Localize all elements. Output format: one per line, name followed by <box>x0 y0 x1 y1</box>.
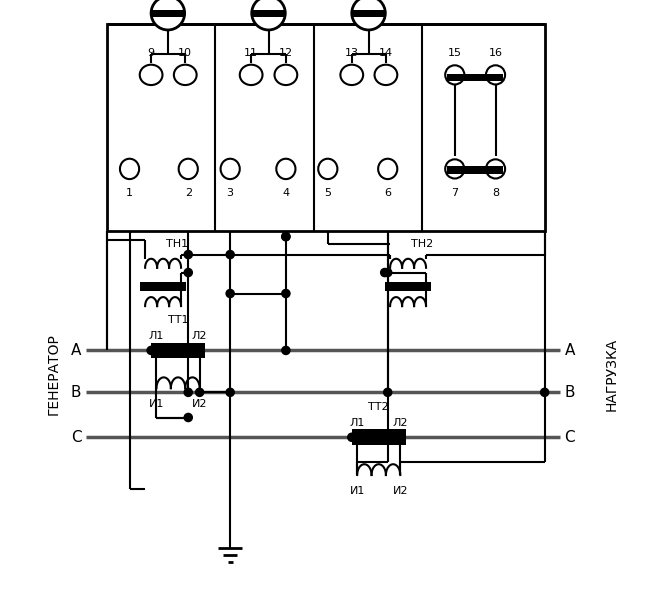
Text: 15: 15 <box>448 48 462 58</box>
Text: 16: 16 <box>488 48 502 58</box>
Text: ГЕНЕРАТОР: ГЕНЕРАТОР <box>46 334 60 415</box>
Text: ТН1: ТН1 <box>166 239 188 249</box>
Text: Л1: Л1 <box>350 418 365 428</box>
Bar <box>107 24 545 231</box>
Text: ТН2: ТН2 <box>411 239 433 249</box>
Circle shape <box>146 346 156 355</box>
Circle shape <box>352 0 385 30</box>
Circle shape <box>383 388 393 397</box>
Text: 7: 7 <box>451 188 458 198</box>
Text: И1: И1 <box>149 399 164 409</box>
Bar <box>447 74 503 81</box>
Text: Л2: Л2 <box>192 331 208 341</box>
Ellipse shape <box>375 65 397 85</box>
Circle shape <box>225 250 235 259</box>
Ellipse shape <box>275 65 297 85</box>
Ellipse shape <box>179 159 198 179</box>
Circle shape <box>281 346 291 355</box>
Circle shape <box>281 232 291 241</box>
Text: Л1: Л1 <box>149 331 164 341</box>
Bar <box>252 10 285 17</box>
Bar <box>352 10 385 17</box>
Circle shape <box>184 268 193 277</box>
Text: 5: 5 <box>324 188 331 198</box>
Text: 11: 11 <box>244 48 258 58</box>
Text: 12: 12 <box>279 48 293 58</box>
Text: 10: 10 <box>178 48 192 58</box>
Bar <box>140 282 186 291</box>
Text: ТТ1: ТТ1 <box>168 316 188 325</box>
Ellipse shape <box>446 65 464 84</box>
Circle shape <box>151 0 185 30</box>
Ellipse shape <box>276 159 295 179</box>
Ellipse shape <box>140 65 163 85</box>
Ellipse shape <box>486 65 505 84</box>
Bar <box>151 343 205 358</box>
Text: 13: 13 <box>345 48 358 58</box>
Text: B: B <box>71 385 82 400</box>
Text: 9: 9 <box>147 48 155 58</box>
Circle shape <box>225 388 235 397</box>
Circle shape <box>184 388 193 397</box>
Text: B: B <box>565 385 575 400</box>
Text: C: C <box>71 429 82 445</box>
Ellipse shape <box>340 65 363 85</box>
Text: И2: И2 <box>192 399 208 409</box>
Ellipse shape <box>486 159 505 179</box>
Circle shape <box>383 268 393 277</box>
Circle shape <box>184 250 193 259</box>
Text: 4: 4 <box>282 188 289 198</box>
Text: C: C <box>565 429 575 445</box>
Ellipse shape <box>240 65 263 85</box>
Circle shape <box>380 268 389 277</box>
Text: 3: 3 <box>226 188 234 198</box>
Text: 1: 1 <box>126 188 133 198</box>
Text: Л2: Л2 <box>393 418 408 428</box>
Text: И1: И1 <box>350 486 365 495</box>
Ellipse shape <box>174 65 196 85</box>
Bar <box>151 10 185 17</box>
Ellipse shape <box>220 159 240 179</box>
Ellipse shape <box>120 159 139 179</box>
Bar <box>447 166 503 174</box>
Circle shape <box>281 232 291 241</box>
Text: 14: 14 <box>379 48 393 58</box>
Circle shape <box>225 289 235 298</box>
Bar <box>385 282 431 291</box>
Text: НАГРУЗКА: НАГРУЗКА <box>605 338 618 411</box>
Ellipse shape <box>378 159 397 179</box>
Circle shape <box>281 289 291 298</box>
Text: A: A <box>71 343 82 358</box>
Circle shape <box>347 432 356 442</box>
Circle shape <box>252 0 285 30</box>
Circle shape <box>195 388 204 397</box>
Bar <box>352 429 405 445</box>
Text: И2: И2 <box>393 486 408 495</box>
Ellipse shape <box>318 159 338 179</box>
Circle shape <box>184 413 193 422</box>
Text: 2: 2 <box>185 188 192 198</box>
Circle shape <box>540 388 549 397</box>
Text: A: A <box>565 343 575 358</box>
Text: ТТ2: ТТ2 <box>369 403 389 412</box>
Ellipse shape <box>446 159 464 179</box>
Text: 8: 8 <box>492 188 499 198</box>
Text: 6: 6 <box>384 188 391 198</box>
